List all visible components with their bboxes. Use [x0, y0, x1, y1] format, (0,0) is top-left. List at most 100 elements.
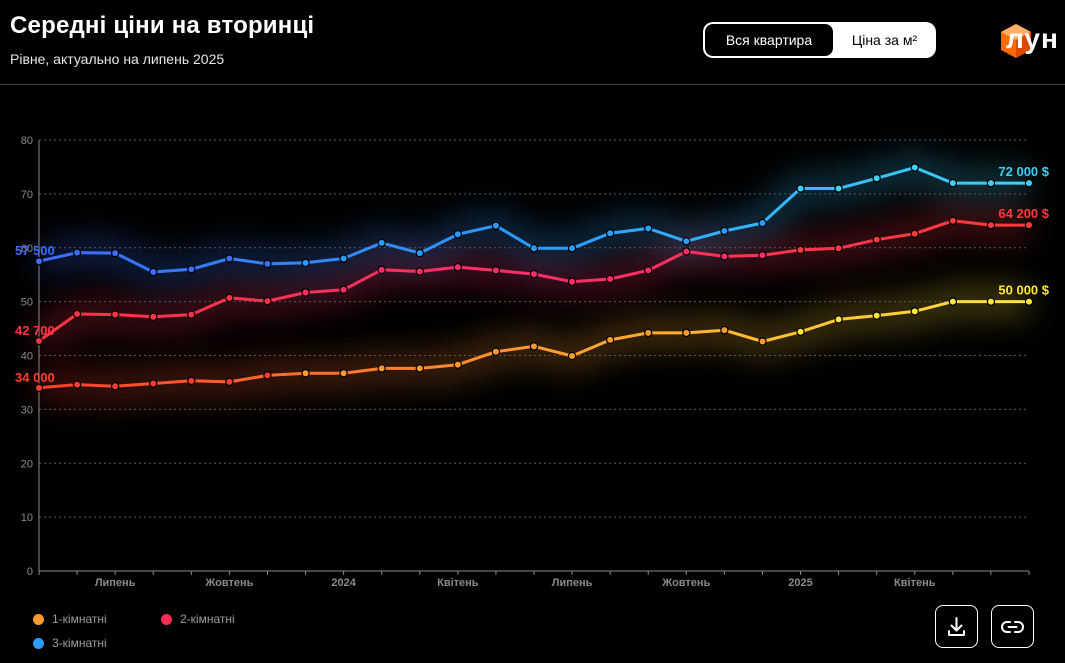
data-point[interactable]	[567, 244, 577, 253]
data-point[interactable]	[605, 274, 615, 284]
data-point[interactable]	[1024, 178, 1034, 188]
data-point[interactable]	[986, 178, 996, 188]
data-point[interactable]	[605, 229, 615, 238]
data-point[interactable]	[301, 369, 310, 378]
data-point[interactable]	[758, 218, 767, 228]
data-point[interactable]	[301, 288, 310, 297]
y-tick-label: 50	[21, 297, 33, 309]
x-tick-label: Квітень	[437, 577, 479, 589]
data-point[interactable]	[529, 342, 539, 351]
data-point[interactable]	[225, 254, 234, 263]
y-tick-label: 0	[27, 566, 33, 578]
legend-label-3-room: 3-кімнатні	[52, 636, 107, 650]
copy-link-button[interactable]	[991, 605, 1034, 648]
data-point[interactable]	[758, 251, 767, 260]
data-point[interactable]	[796, 245, 805, 255]
data-point[interactable]	[225, 293, 234, 303]
data-point[interactable]	[453, 262, 463, 272]
x-tick-label: Липень	[95, 577, 136, 589]
data-point[interactable]	[948, 178, 958, 188]
data-point[interactable]	[605, 335, 615, 345]
data-point[interactable]	[682, 237, 691, 246]
data-point[interactable]	[834, 315, 843, 324]
data-point[interactable]	[529, 269, 539, 279]
data-point[interactable]	[453, 360, 463, 369]
data-point[interactable]	[415, 364, 424, 373]
toggle-whole-apartment[interactable]: Вся квартира	[705, 24, 833, 56]
data-point[interactable]	[720, 325, 729, 335]
data-point[interactable]	[491, 347, 501, 356]
data-point[interactable]	[644, 328, 653, 338]
data-point[interactable]	[758, 337, 767, 346]
y-tick-label: 60	[21, 243, 33, 255]
data-point[interactable]	[149, 312, 158, 321]
data-point[interactable]	[872, 311, 881, 320]
data-point[interactable]	[149, 267, 158, 277]
data-point[interactable]	[986, 297, 996, 306]
lun-logo-icon[interactable]	[966, 22, 1065, 62]
data-point[interactable]	[72, 248, 82, 257]
data-point[interactable]	[872, 235, 881, 244]
data-point[interactable]	[225, 377, 234, 387]
data-point[interactable]	[339, 285, 348, 294]
data-point[interactable]	[948, 216, 958, 226]
data-point[interactable]	[986, 220, 996, 230]
data-point[interactable]	[872, 174, 881, 183]
data-point[interactable]	[910, 163, 919, 172]
data-point[interactable]	[720, 252, 729, 261]
data-point[interactable]	[1024, 220, 1034, 230]
data-point[interactable]	[187, 310, 196, 319]
data-point[interactable]	[948, 297, 958, 306]
data-point[interactable]	[110, 310, 120, 319]
data-point[interactable]	[644, 266, 653, 275]
link-icon	[1001, 621, 1024, 633]
data-point[interactable]	[72, 380, 82, 389]
price-mode-toggle: Вся квартира Ціна за м²	[703, 22, 936, 58]
data-point[interactable]	[415, 267, 424, 276]
data-point[interactable]	[415, 248, 424, 258]
data-point[interactable]	[567, 277, 577, 286]
data-point[interactable]	[567, 351, 577, 361]
data-point[interactable]	[263, 371, 272, 380]
data-point[interactable]	[720, 226, 729, 236]
data-point[interactable]	[301, 258, 310, 268]
data-point[interactable]	[491, 221, 501, 230]
series-end-label: 64 200 $	[998, 206, 1049, 221]
data-point[interactable]	[377, 364, 386, 373]
data-point[interactable]	[796, 327, 805, 336]
series-start-label: 57 500	[15, 243, 55, 258]
data-point[interactable]	[263, 259, 272, 269]
data-point[interactable]	[796, 184, 805, 193]
data-point[interactable]	[377, 265, 386, 275]
data-point[interactable]	[682, 328, 691, 338]
data-point[interactable]	[682, 247, 691, 256]
data-point[interactable]	[34, 336, 44, 346]
data-point[interactable]	[644, 224, 653, 233]
data-point[interactable]	[110, 248, 120, 258]
data-point[interactable]	[529, 244, 539, 253]
data-point[interactable]	[834, 184, 843, 193]
toggle-price-per-m2[interactable]: Ціна за м²	[851, 32, 918, 48]
data-point[interactable]	[187, 376, 196, 386]
data-point[interactable]	[110, 382, 120, 391]
data-point[interactable]	[34, 383, 44, 393]
data-point[interactable]	[377, 238, 386, 248]
data-point[interactable]	[34, 257, 44, 266]
data-point[interactable]	[491, 266, 501, 275]
data-point[interactable]	[72, 309, 82, 319]
x-tick-label: Липень	[552, 577, 593, 589]
data-point[interactable]	[910, 229, 919, 238]
data-point[interactable]	[187, 265, 196, 274]
data-point[interactable]	[149, 379, 158, 388]
data-point[interactable]	[453, 230, 463, 239]
data-point[interactable]	[1024, 297, 1034, 306]
data-point[interactable]	[834, 244, 843, 253]
y-tick-label: 70	[21, 189, 33, 201]
download-button[interactable]	[935, 605, 978, 648]
series-end-label: 72 000 $	[998, 164, 1049, 179]
data-point[interactable]	[910, 307, 919, 316]
data-point[interactable]	[339, 254, 348, 263]
data-point[interactable]	[263, 296, 272, 306]
data-point[interactable]	[339, 369, 348, 378]
page-title: Середні ціни на вторинці	[10, 12, 315, 39]
